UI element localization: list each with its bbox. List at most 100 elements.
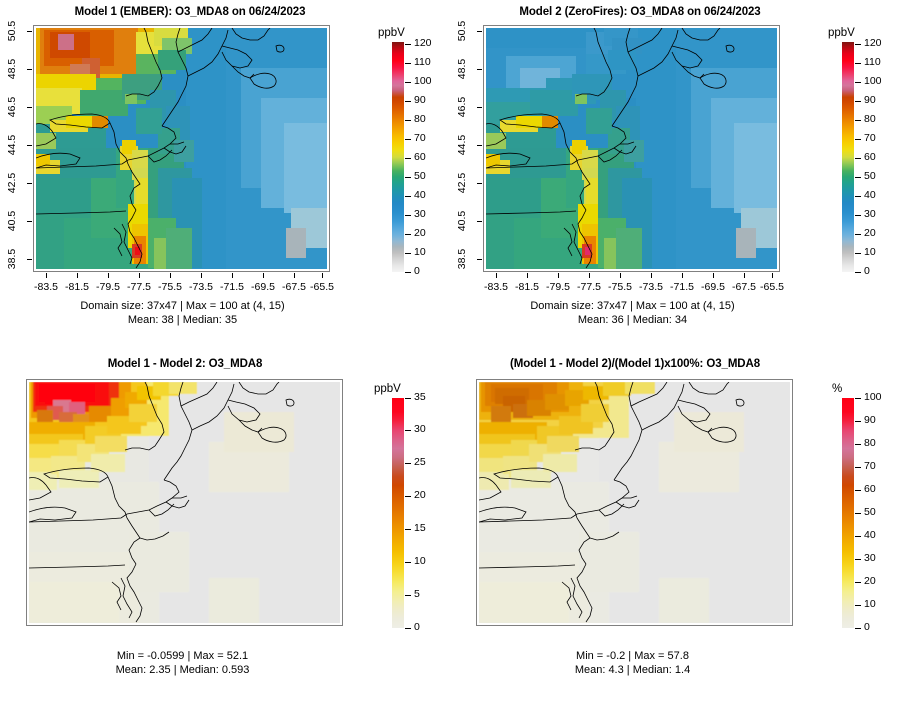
colorbar-tick bbox=[855, 63, 861, 64]
colorbar-tick bbox=[855, 421, 861, 422]
y-tick-mark bbox=[27, 221, 32, 222]
x-tick-label: -71.5 bbox=[220, 281, 244, 293]
colorbar-tick bbox=[855, 605, 861, 606]
x-tick-label: -69.5 bbox=[251, 281, 275, 293]
colorbar-tick-label: 60 bbox=[414, 151, 426, 163]
y-tick-mark bbox=[27, 107, 32, 108]
percent-difference-raster bbox=[479, 382, 790, 623]
colorbar-tick-label: 40 bbox=[864, 189, 876, 201]
colorbar-tick bbox=[405, 562, 411, 563]
colorbar-tick bbox=[405, 63, 411, 64]
y-tick-label: 40.5 bbox=[6, 210, 18, 232]
colorbar-tick bbox=[405, 595, 411, 596]
y-tick-label: 48.5 bbox=[456, 58, 468, 80]
colorbar-tick bbox=[405, 139, 411, 140]
x-tick-mark bbox=[263, 273, 264, 278]
ozone-raster-model2 bbox=[486, 28, 777, 269]
colorbar-tick-label: 25 bbox=[414, 456, 426, 468]
x-tick-mark bbox=[77, 273, 78, 278]
y-tick-mark bbox=[477, 69, 482, 70]
colorbar-tick-label: 20 bbox=[414, 227, 426, 239]
panel-title-percent-difference: (Model 1 - Model 2)/(Model 1)x100%: O3_M… bbox=[509, 358, 761, 370]
x-tick-label: -77.5 bbox=[127, 281, 151, 293]
stats-line-2: Mean: 4.3 | Median: 1.4 bbox=[574, 663, 691, 676]
colorbar-unit-label: ppbV bbox=[828, 27, 855, 39]
colorbar-tick bbox=[855, 234, 861, 235]
y-tick-mark bbox=[27, 183, 32, 184]
map-percent-difference[interactable] bbox=[479, 382, 790, 623]
panel-title-model1: Model 1 (EMBER): O3_MDA8 on 06/24/2023 bbox=[74, 6, 306, 18]
colorbar-tick bbox=[855, 467, 861, 468]
colorbar-tick-label: 60 bbox=[864, 483, 876, 495]
stats-line-2: Mean: 2.35 | Median: 0.593 bbox=[115, 663, 250, 676]
map-model1[interactable] bbox=[36, 28, 327, 269]
colorbar-model2: ppbV 0 10 20 30 40 50 60 70 80 90 100 bbox=[828, 25, 900, 277]
x-tick-mark bbox=[558, 273, 559, 278]
colorbar-tick bbox=[855, 513, 861, 514]
x-tick-label: -71.5 bbox=[670, 281, 694, 293]
colorbar-tick bbox=[405, 177, 411, 178]
colorbar-tick bbox=[855, 158, 861, 159]
map-difference[interactable] bbox=[29, 382, 340, 623]
colorbar-tick bbox=[405, 496, 411, 497]
x-tick-mark bbox=[232, 273, 233, 278]
colorbar-tick bbox=[405, 463, 411, 464]
colorbar-tick bbox=[855, 444, 861, 445]
colorbar-tick bbox=[405, 628, 411, 629]
stats-line-1: Min = -0.0599 | Max = 52.1 bbox=[116, 650, 249, 662]
colorbar-tick bbox=[405, 272, 411, 273]
colorbar-tick-label: 110 bbox=[864, 56, 881, 68]
stats-line-1: Domain size: 37x47 | Max = 100 at (4, 15… bbox=[530, 300, 735, 312]
y-tick-label: 50.5 bbox=[456, 20, 468, 42]
y-tick-mark bbox=[477, 183, 482, 184]
colorbar-tick bbox=[405, 158, 411, 159]
colorbar-tick-label: 10 bbox=[414, 246, 426, 258]
x-tick-label: -69.5 bbox=[701, 281, 725, 293]
colorbar-model1: ppbV 0 10 20 30 40 50 60 70 80 90 100 bbox=[378, 25, 450, 277]
colorbar-tick-label: 40 bbox=[864, 529, 876, 541]
colorbar-gradient bbox=[842, 398, 854, 628]
colorbar-tick bbox=[405, 234, 411, 235]
colorbar-tick-label: 50 bbox=[864, 506, 876, 518]
panel-title-difference: Model 1 - Model 2: O3_MDA8 bbox=[107, 358, 263, 370]
x-tick-mark bbox=[201, 273, 202, 278]
x-tick-label: -75.5 bbox=[158, 281, 182, 293]
x-tick-label: -83.5 bbox=[484, 281, 508, 293]
map-model2[interactable] bbox=[486, 28, 777, 269]
y-tick-label: 40.5 bbox=[456, 210, 468, 232]
x-tick-mark bbox=[170, 273, 171, 278]
x-tick-label: -75.5 bbox=[608, 281, 632, 293]
colorbar-tick bbox=[405, 101, 411, 102]
x-tick-label: -65.5 bbox=[310, 281, 334, 293]
x-tick-mark bbox=[589, 273, 590, 278]
colorbar-tick-label: 100 bbox=[864, 75, 882, 87]
colorbar-tick-label: 80 bbox=[414, 113, 426, 125]
x-tick-label: -83.5 bbox=[34, 281, 58, 293]
x-tick-mark bbox=[620, 273, 621, 278]
x-tick-mark bbox=[496, 273, 497, 278]
x-tick-label: -77.5 bbox=[577, 281, 601, 293]
colorbar-tick bbox=[405, 253, 411, 254]
colorbar-unit-label: ppbV bbox=[378, 27, 405, 39]
colorbar-tick-label: 50 bbox=[414, 170, 426, 182]
y-tick-mark bbox=[27, 145, 32, 146]
x-tick-label: -73.5 bbox=[189, 281, 213, 293]
panel-title-model2: Model 2 (ZeroFires): O3_MDA8 on 06/24/20… bbox=[519, 6, 761, 18]
stats-line-1: Domain size: 37x47 | Max = 100 at (4, 15… bbox=[80, 300, 285, 312]
colorbar-tick-label: 120 bbox=[864, 37, 882, 49]
x-tick-label: -79.5 bbox=[546, 281, 570, 293]
colorbar-tick-label: 5 bbox=[414, 588, 420, 600]
colorbar-gradient bbox=[392, 42, 404, 272]
colorbar-tick-label: 10 bbox=[864, 598, 876, 610]
y-tick-mark bbox=[477, 107, 482, 108]
colorbar-tick bbox=[855, 215, 861, 216]
colorbar-tick bbox=[405, 215, 411, 216]
colorbar-tick-label: 80 bbox=[864, 437, 876, 449]
colorbar-tick-label: 0 bbox=[864, 265, 870, 277]
colorbar-tick-label: 80 bbox=[864, 113, 876, 125]
y-tick-mark bbox=[477, 145, 482, 146]
colorbar-tick-label: 90 bbox=[414, 94, 426, 106]
colorbar-tick bbox=[855, 490, 861, 491]
y-tick-label: 44.5 bbox=[456, 134, 468, 156]
colorbar-tick bbox=[405, 82, 411, 83]
